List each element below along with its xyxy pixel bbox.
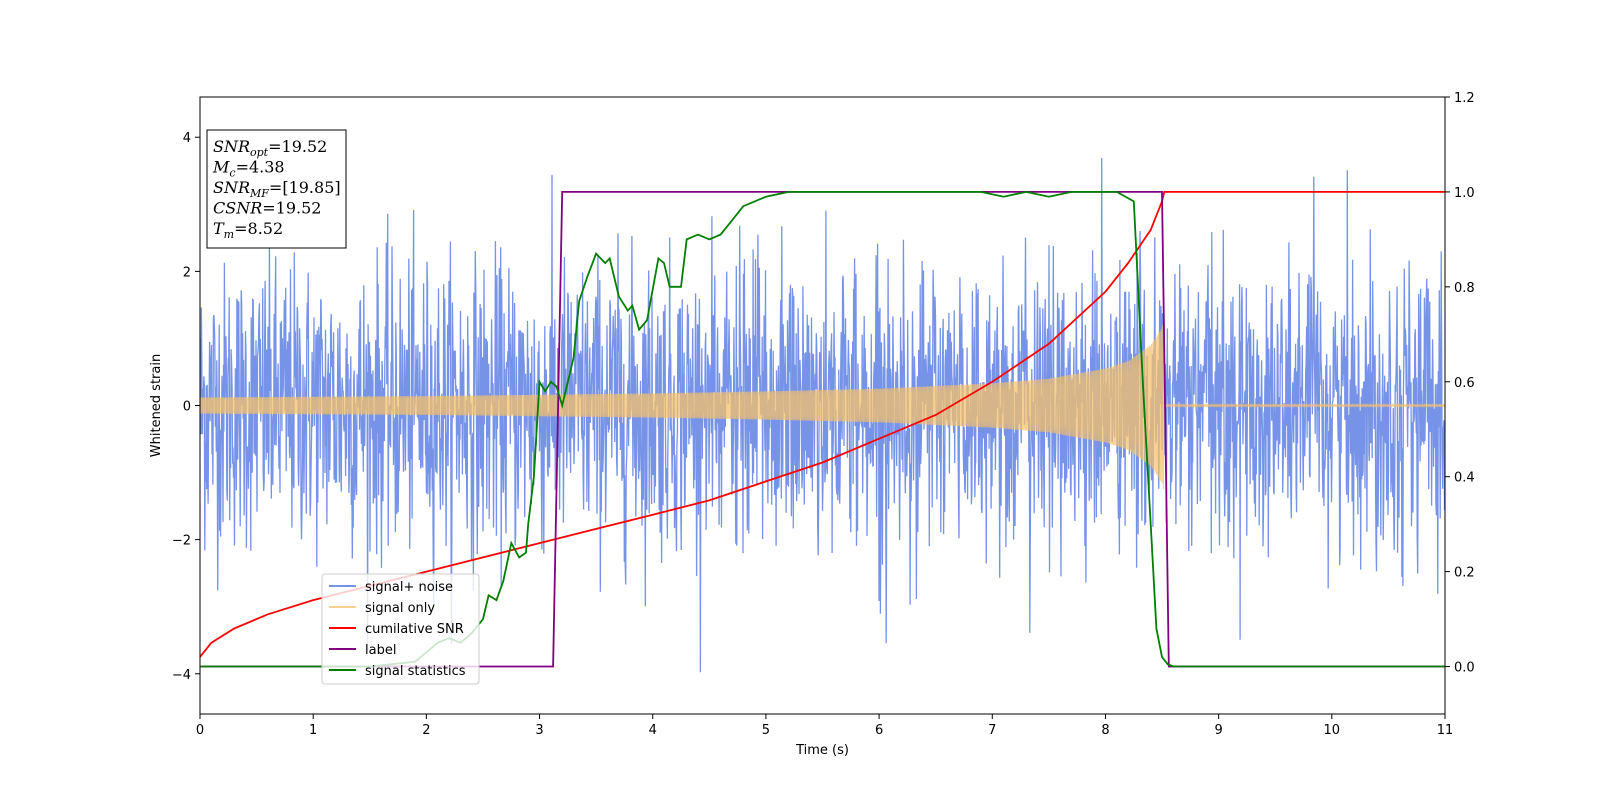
y-tick-label: −2 <box>172 534 191 549</box>
y2-tick-label: 0.4 <box>1454 471 1475 486</box>
y2-tick-label: 1.2 <box>1454 91 1475 106</box>
x-tick-label: 9 <box>1214 723 1222 738</box>
x-tick-label: 3 <box>535 723 543 738</box>
legend-label: label <box>365 643 396 658</box>
x-tick-label: 10 <box>1324 723 1341 738</box>
legend: signal+ noise signal only cumilative SNR la… <box>321 573 480 685</box>
annotation-line: SNRopt=19.52 <box>213 137 327 159</box>
data-layer <box>200 157 1445 673</box>
y-tick-label: 4 <box>183 131 191 146</box>
x-tick-label: 7 <box>988 723 996 738</box>
annotation-line: CSNR=19.52 <box>213 199 321 218</box>
y2-tick-label: 0.0 <box>1454 661 1475 676</box>
y-tick-label: −4 <box>172 668 191 683</box>
series-signal-only <box>200 318 1445 490</box>
x-tick-label: 4 <box>649 723 657 738</box>
x-tick-label: 11 <box>1437 723 1454 738</box>
annotation-line: Tm=8.52 <box>213 219 283 241</box>
legend-label: cumilative SNR <box>365 622 464 637</box>
x-tick-label: 0 <box>196 723 204 738</box>
y2-tick-label: 0.2 <box>1454 566 1475 581</box>
y2-tick-label: 0.6 <box>1454 376 1475 391</box>
series-signal-statistics <box>200 190 1445 668</box>
series-cumilative-snr <box>200 191 1445 658</box>
y-tick-label: 0 <box>183 400 191 415</box>
y-axis-title: Whitened strain <box>149 354 164 457</box>
series-signal-noise <box>200 157 1445 673</box>
legend-label: signal only <box>365 601 435 616</box>
y-tick-label: 2 <box>183 265 191 280</box>
annotation-line: Mc=4.38 <box>212 158 285 180</box>
annotation-line: SNRMF=[19.85] <box>213 178 341 200</box>
y2-tick-label: 0.8 <box>1454 281 1475 296</box>
axes-layer: 0 1 2 3 4 5 6 7 8 9 10 11 −4 −2 0 2 4 0.0 0.2 0.4 0.6 0.8 1.0 1… <box>172 91 1475 738</box>
x-axis-title: Time (s) <box>795 743 849 758</box>
y2-tick-label: 1.0 <box>1454 186 1475 201</box>
x-tick-label: 2 <box>422 723 430 738</box>
legend-label: signal statistics <box>365 664 466 679</box>
annotation-box: SNRopt=19.52Mc=4.38SNRMF=[19.85]CSNR=19.… <box>206 129 347 249</box>
x-tick-label: 1 <box>309 723 317 738</box>
x-tick-label: 5 <box>762 723 770 738</box>
legend-label: signal+ noise <box>365 580 453 595</box>
x-tick-label: 8 <box>1101 723 1109 738</box>
x-tick-label: 6 <box>875 723 883 738</box>
